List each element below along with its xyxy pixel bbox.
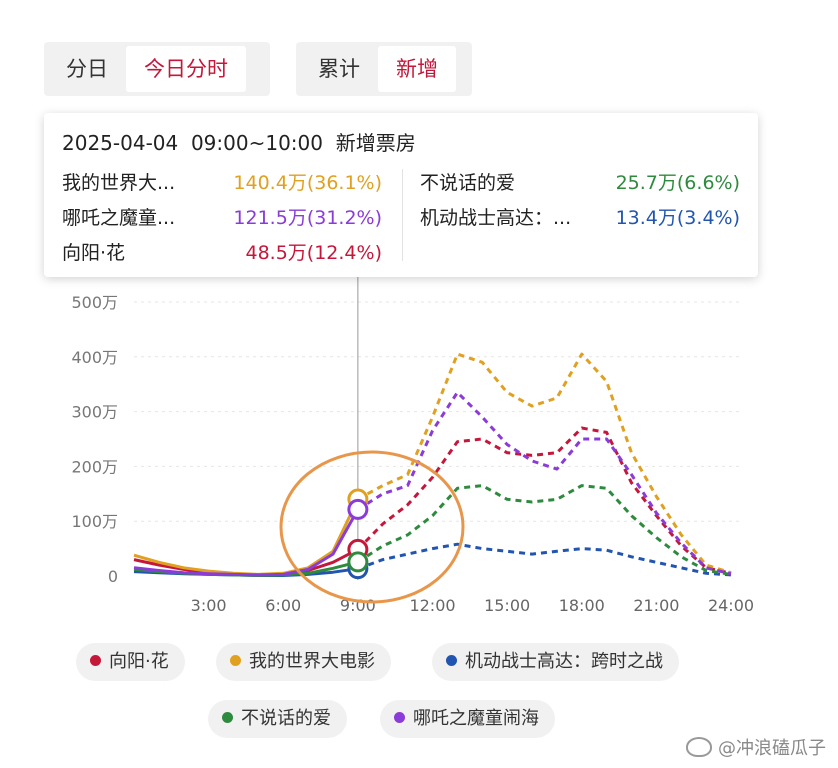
annotation-ellipse: [279, 450, 465, 604]
legend-item-silent-love[interactable]: 不说话的爱: [208, 700, 347, 738]
tooltip-movie-name: 机动战士高达：...: [420, 207, 572, 229]
y-tick-label: 300万: [71, 403, 118, 422]
legend-dot-icon: [394, 711, 405, 723]
tooltip-row: 哪吒之魔童... 121.5万(31.2%): [62, 203, 382, 230]
legend-dot-icon: [230, 654, 241, 666]
tooltip-movie-value: 140.4万(36.1%): [233, 172, 382, 194]
series-line-forecast: [357, 352, 732, 575]
y-tick-label: 0: [108, 567, 118, 586]
tooltip-movie-value: 121.5万(31.2%): [233, 207, 382, 229]
series-line-actual: [133, 498, 360, 576]
tooltip-row: 向阳·花 48.5万(12.4%): [62, 238, 382, 265]
tooltip-movie-name: 不说话的爱: [420, 172, 516, 194]
legend-item-xiangyanghua[interactable]: 向阳·花: [76, 643, 185, 681]
hover-tooltip: 2025-04-04 09:00~10:00 新增票房 我的世界大... 140…: [44, 113, 758, 277]
legend-item-minecraft[interactable]: 我的世界大电影: [216, 643, 391, 681]
legend-dot-icon: [222, 711, 233, 723]
series-line-forecast: [357, 542, 732, 577]
metric-tabs: 累计 新增: [296, 42, 472, 96]
legend-item-nezha[interactable]: 哪吒之魔童闹海: [380, 700, 555, 738]
y-tick-label: 500万: [71, 293, 118, 312]
watermark: @冲浪磕瓜子: [686, 734, 826, 760]
x-tick-label: 6:00: [265, 596, 301, 615]
x-tick-label: 24:00: [708, 596, 754, 615]
x-tick-label: 15:00: [484, 596, 530, 615]
tooltip-title: 2025-04-04 09:00~10:00 新增票房: [62, 131, 416, 155]
watermark-text: @冲浪磕瓜子: [718, 738, 826, 759]
x-tick-label: 12:00: [409, 596, 455, 615]
x-tick-label: 18:00: [559, 596, 605, 615]
legend-dot-icon: [90, 654, 101, 666]
tooltip-movie-name: 向阳·花: [62, 242, 126, 264]
tooltip-divider: [402, 169, 403, 261]
legend-label: 机动战士高达：跨时之战: [465, 651, 663, 672]
tooltip-movie-name: 哪吒之魔童...: [62, 207, 176, 229]
tooltip-movie-value: 48.5万(12.4%): [245, 242, 383, 264]
data-point-highlight: [347, 551, 369, 573]
legend-label: 我的世界大电影: [249, 651, 375, 672]
tooltip-movie-value: 25.7万(6.6%): [615, 172, 740, 194]
view-mode-tabs: 分日 今日分时: [44, 42, 270, 96]
tooltip-row: 我的世界大... 140.4万(36.1%): [62, 168, 382, 195]
x-tick-label: 3:00: [191, 596, 227, 615]
y-tick-label: 200万: [71, 457, 118, 476]
tooltip-row: 不说话的爱 25.7万(6.6%): [420, 168, 740, 195]
tab-new[interactable]: 新增: [378, 46, 456, 92]
legend-dot-icon: [446, 654, 457, 666]
series-line-forecast: [357, 484, 732, 576]
tab-daily[interactable]: 分日: [66, 57, 108, 81]
y-tick-label: 100万: [71, 512, 118, 531]
y-tick-label: 400万: [71, 348, 118, 367]
legend-label: 不说话的爱: [241, 708, 331, 729]
weibo-icon: [686, 737, 712, 757]
series-line-forecast: [357, 390, 732, 576]
series-line-actual: [133, 508, 360, 577]
x-tick-label: 21:00: [633, 596, 679, 615]
tooltip-movie-name: 我的世界大...: [62, 172, 176, 194]
tab-cumulative[interactable]: 累计: [318, 57, 360, 81]
tooltip-row: 机动战士高达：... 13.4万(3.4%): [420, 203, 740, 230]
legend-label: 哪吒之魔童闹海: [413, 708, 539, 729]
legend-label: 向阳·花: [109, 651, 169, 672]
data-point-highlight: [347, 498, 369, 520]
tooltip-movie-value: 13.4万(3.4%): [615, 207, 740, 229]
tab-today-hourly[interactable]: 今日分时: [126, 46, 246, 92]
legend-item-gundam[interactable]: 机动战士高达：跨时之战: [432, 643, 679, 681]
